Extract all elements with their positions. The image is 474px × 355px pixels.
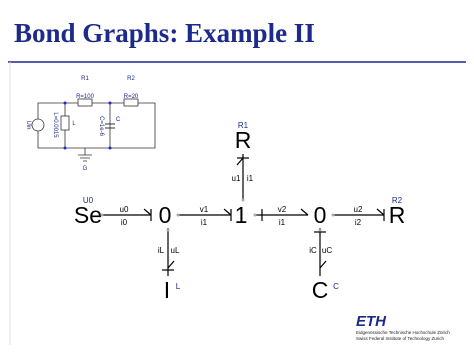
resistor-r2 <box>123 98 139 107</box>
node: Se <box>74 202 102 228</box>
node-dot <box>63 146 67 150</box>
bond <box>236 154 249 200</box>
ground-symbol <box>78 148 92 162</box>
circuit-label: Uin <box>25 120 31 129</box>
effort-label: uC <box>322 246 332 255</box>
bond <box>333 208 385 221</box>
node-name: L <box>176 282 181 291</box>
slide-title: Bond Graphs: Example II <box>14 18 315 48</box>
node-name: U0 <box>83 196 94 205</box>
footer-logo: ETH Eidgenössische Technische Hochschule… <box>356 313 450 341</box>
port <box>331 213 335 217</box>
circuit: R1 R=100 R2 R=20 L L=0.0015 C C=1e-6 Uin… <box>25 76 156 172</box>
bond-arrow <box>376 208 385 216</box>
effort-label: v1 <box>200 205 209 214</box>
node: 0 <box>314 202 327 228</box>
effort-label: uL <box>171 246 180 255</box>
node: R <box>389 202 406 228</box>
node: C <box>312 277 329 303</box>
source <box>31 118 45 132</box>
node: 1 <box>235 202 248 228</box>
circuit-label: R2 <box>127 76 135 82</box>
flow-label: iL <box>158 246 165 255</box>
flow-label: i1 <box>201 218 208 227</box>
node: R <box>235 127 252 153</box>
bond-graph: Se U0 0 1 0 R R2 R R1 I L C C u0 i0 v1 i… <box>74 121 405 303</box>
circuit-label: C <box>116 117 121 123</box>
effort-label: u0 <box>120 205 129 214</box>
inductor <box>60 115 70 131</box>
flow-label: i0 <box>121 218 128 227</box>
bond-arrow <box>319 260 327 269</box>
node: I <box>164 277 170 303</box>
node-name: C <box>333 282 339 291</box>
port <box>100 213 104 217</box>
node-name: R1 <box>238 121 249 130</box>
resistor-r1 <box>77 98 93 107</box>
bond-arrow <box>223 208 232 216</box>
bond <box>178 208 232 221</box>
node-dot <box>63 101 67 105</box>
footer-line: Swiss Federal Institute of Technology Zu… <box>356 336 444 341</box>
port <box>241 198 245 202</box>
flow-label: i1 <box>247 174 254 183</box>
circuit-label: L <box>72 121 76 127</box>
flow-label: i2 <box>355 218 362 227</box>
node: 0 <box>159 202 172 228</box>
flow-label: i1 <box>279 218 286 227</box>
effort-label: v2 <box>278 205 287 214</box>
bond-arrow <box>236 157 244 166</box>
port <box>318 228 322 232</box>
bond <box>314 228 327 276</box>
circuit-label: R1 <box>81 76 89 82</box>
bond-arrow <box>300 208 309 216</box>
circuit-label: L=0.0015 <box>52 112 58 138</box>
circuit-label: C=1e-6 <box>98 116 104 137</box>
effort-label: u2 <box>354 205 363 214</box>
port <box>166 228 170 232</box>
port <box>253 213 257 217</box>
footer-line: Eidgenössische Technische Hochschule Zür… <box>356 330 450 335</box>
bond-arrow <box>143 208 152 216</box>
node-name: R2 <box>392 196 403 205</box>
circuit-label: R=20 <box>124 94 139 100</box>
flow-label: iC <box>309 246 317 255</box>
node-dot <box>108 146 112 150</box>
effort-label: u1 <box>232 174 241 183</box>
circuit-label: G <box>83 166 88 172</box>
bond <box>162 228 175 276</box>
bond-arrow <box>167 260 175 269</box>
port <box>176 213 180 217</box>
logo: ETH <box>356 313 387 330</box>
bond <box>102 208 152 221</box>
node-dot <box>108 101 112 105</box>
bond <box>255 208 309 221</box>
circuit-label: R=100 <box>76 94 95 100</box>
